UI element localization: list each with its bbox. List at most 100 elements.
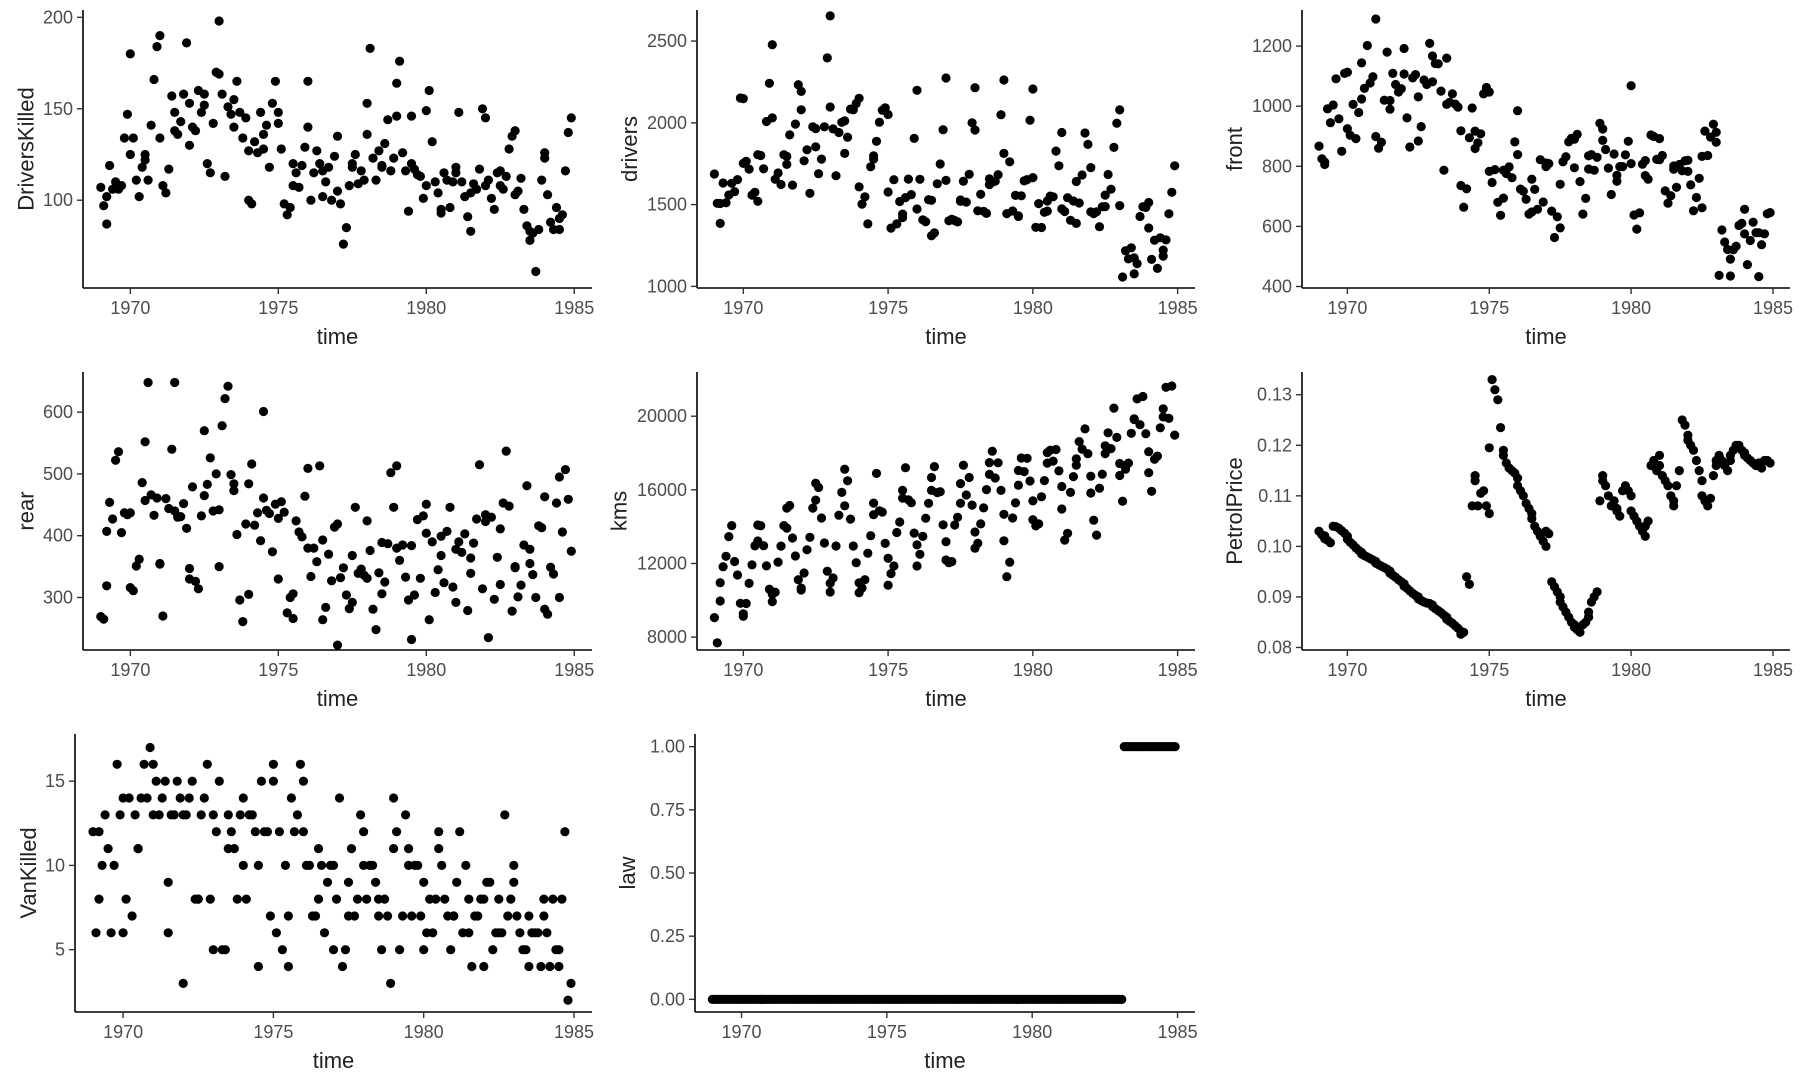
data-point xyxy=(1737,218,1747,228)
data-point xyxy=(99,201,109,211)
data-point xyxy=(1399,69,1409,79)
data-point xyxy=(1518,186,1528,196)
data-point xyxy=(1470,476,1480,486)
data-point xyxy=(831,541,841,551)
data-point xyxy=(1487,177,1497,188)
data-point xyxy=(474,164,485,174)
data-point xyxy=(1371,131,1381,142)
data-point xyxy=(1700,126,1710,136)
data-point xyxy=(398,148,408,158)
data-point xyxy=(318,192,328,202)
data-point xyxy=(724,532,734,542)
data-point xyxy=(796,585,806,595)
data-point xyxy=(566,546,576,556)
data-point xyxy=(551,202,562,213)
x-axis-title: time xyxy=(925,686,967,711)
points xyxy=(96,16,576,277)
data-point xyxy=(306,571,316,582)
data-point xyxy=(1115,470,1125,481)
data-point xyxy=(1436,86,1446,96)
x-tick-label: 1970 xyxy=(1327,660,1367,680)
data-point xyxy=(1688,206,1699,216)
data-point xyxy=(247,459,257,469)
data-point xyxy=(178,978,188,989)
data-point xyxy=(912,204,922,214)
data-point xyxy=(912,561,922,571)
y-tick-label: 1500 xyxy=(647,195,687,215)
data-point xyxy=(439,578,449,588)
data-point xyxy=(848,541,858,551)
data-point xyxy=(816,513,827,523)
data-point xyxy=(840,116,850,126)
data-point xyxy=(1603,163,1613,173)
data-point xyxy=(448,582,458,592)
data-point xyxy=(347,550,357,561)
data-point xyxy=(109,860,119,871)
data-point xyxy=(125,49,135,59)
data-point xyxy=(413,860,423,871)
data-point xyxy=(886,569,896,579)
data-point xyxy=(211,469,221,479)
data-point xyxy=(374,146,384,156)
data-point xyxy=(889,175,899,185)
data-point xyxy=(1740,229,1750,239)
data-point xyxy=(1005,557,1015,567)
y-axis-title: DriversKilled xyxy=(14,87,39,210)
data-point xyxy=(488,945,498,955)
data-point xyxy=(102,219,112,229)
data-point xyxy=(1063,528,1073,538)
data-point xyxy=(1447,89,1457,99)
data-point xyxy=(421,528,431,538)
y-tick-label: 300 xyxy=(43,587,73,607)
data-point xyxy=(298,776,308,786)
data-point xyxy=(433,188,443,198)
data-point xyxy=(226,470,236,480)
data-point xyxy=(1683,166,1693,176)
data-point xyxy=(223,102,233,112)
data-point xyxy=(537,175,547,185)
data-point xyxy=(377,160,387,171)
data-point xyxy=(1071,176,1081,187)
data-point xyxy=(486,512,496,522)
data-point xyxy=(303,76,313,86)
data-point xyxy=(1376,137,1386,147)
data-point xyxy=(1473,138,1483,148)
data-point xyxy=(843,132,853,142)
data-point xyxy=(105,497,115,507)
data-point xyxy=(232,894,242,904)
data-point xyxy=(486,193,496,203)
data-point xyxy=(1706,493,1716,503)
y-tick-label: 0.12 xyxy=(1257,435,1292,455)
x-tick-label: 1980 xyxy=(404,1022,444,1042)
data-point xyxy=(1427,51,1438,61)
data-point xyxy=(1106,444,1116,454)
data-point xyxy=(834,510,844,520)
data-point xyxy=(854,93,864,103)
data-point xyxy=(253,860,263,871)
data-point xyxy=(1115,458,1125,469)
data-point xyxy=(479,894,489,904)
y-tick-label: 400 xyxy=(43,526,73,546)
data-point xyxy=(309,168,319,178)
data-point xyxy=(1359,83,1369,93)
data-point xyxy=(1484,87,1494,97)
data-point xyxy=(328,945,339,955)
data-point xyxy=(1606,189,1616,200)
data-point xyxy=(790,119,801,129)
data-point xyxy=(421,499,431,509)
data-point xyxy=(288,159,298,169)
data-point xyxy=(116,181,127,191)
data-point xyxy=(264,162,274,172)
data-point xyxy=(1025,476,1035,486)
x-tick-label: 1980 xyxy=(1611,660,1651,680)
data-point xyxy=(449,911,459,921)
y-tick-label: 1000 xyxy=(647,276,687,296)
data-point xyxy=(297,532,307,542)
data-point xyxy=(1399,43,1409,54)
data-point xyxy=(267,547,277,557)
data-point xyxy=(525,558,535,569)
data-point xyxy=(1462,184,1472,194)
panel-front: 1970 1975 1980 1985 400 600 800 1000 1200 time fro… xyxy=(1222,10,1793,349)
data-point xyxy=(437,860,447,871)
data-point xyxy=(214,69,224,79)
